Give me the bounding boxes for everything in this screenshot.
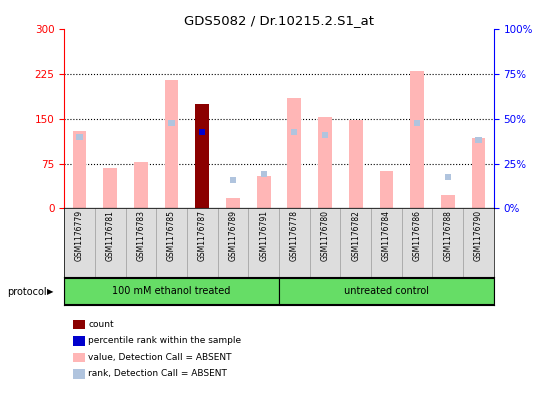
Bar <box>64 208 95 277</box>
Bar <box>349 120 363 208</box>
Bar <box>134 162 148 208</box>
Bar <box>261 171 267 177</box>
Bar <box>414 120 420 126</box>
Text: GSM1176787: GSM1176787 <box>198 210 207 261</box>
Bar <box>291 129 297 135</box>
Bar <box>463 208 494 277</box>
Text: value, Detection Call = ABSENT: value, Detection Call = ABSENT <box>88 353 232 362</box>
Bar <box>475 137 482 143</box>
Bar <box>195 104 209 208</box>
Bar <box>279 277 494 304</box>
Bar <box>410 71 424 208</box>
Text: 100 mM ethanol treated: 100 mM ethanol treated <box>112 286 231 296</box>
Bar <box>441 195 455 208</box>
Text: rank, Detection Call = ABSENT: rank, Detection Call = ABSENT <box>88 369 227 378</box>
Text: GSM1176782: GSM1176782 <box>351 210 360 261</box>
Text: GSM1176778: GSM1176778 <box>290 210 299 261</box>
Bar <box>103 168 117 208</box>
Text: ▶: ▶ <box>47 287 54 296</box>
Bar <box>402 208 432 277</box>
Text: GSM1176783: GSM1176783 <box>136 210 146 261</box>
Bar <box>287 98 301 208</box>
Bar <box>432 208 463 277</box>
Bar <box>230 177 236 183</box>
Bar <box>126 208 156 277</box>
Bar <box>310 208 340 277</box>
Bar <box>379 171 393 208</box>
Bar <box>472 138 485 208</box>
Text: GSM1176788: GSM1176788 <box>443 210 453 261</box>
Bar <box>187 208 218 277</box>
Bar <box>279 208 310 277</box>
Text: GSM1176781: GSM1176781 <box>105 210 115 261</box>
Text: GSM1176786: GSM1176786 <box>412 210 422 261</box>
Bar <box>76 134 83 140</box>
Bar <box>64 277 279 304</box>
Text: GSM1176779: GSM1176779 <box>75 210 84 261</box>
Bar <box>226 198 240 208</box>
Bar <box>95 208 126 277</box>
Bar <box>322 132 328 138</box>
Bar <box>257 176 271 208</box>
Bar <box>318 117 332 208</box>
Text: count: count <box>88 320 114 329</box>
Bar <box>169 120 175 126</box>
Text: GSM1176784: GSM1176784 <box>382 210 391 261</box>
Bar <box>165 80 179 208</box>
Bar <box>248 208 279 277</box>
Text: GSM1176789: GSM1176789 <box>228 210 238 261</box>
Text: GSM1176791: GSM1176791 <box>259 210 268 261</box>
Text: untreated control: untreated control <box>344 286 429 296</box>
Bar <box>156 208 187 277</box>
Bar <box>73 131 86 208</box>
Bar <box>218 208 248 277</box>
Text: GSM1176785: GSM1176785 <box>167 210 176 261</box>
Bar <box>371 208 402 277</box>
Bar <box>340 208 371 277</box>
Text: GSM1176790: GSM1176790 <box>474 210 483 261</box>
Title: GDS5082 / Dr.10215.2.S1_at: GDS5082 / Dr.10215.2.S1_at <box>184 14 374 27</box>
Text: GSM1176780: GSM1176780 <box>320 210 330 261</box>
Text: percentile rank within the sample: percentile rank within the sample <box>88 336 241 345</box>
Bar <box>445 174 451 180</box>
Bar <box>199 129 205 135</box>
Text: protocol: protocol <box>7 286 46 297</box>
